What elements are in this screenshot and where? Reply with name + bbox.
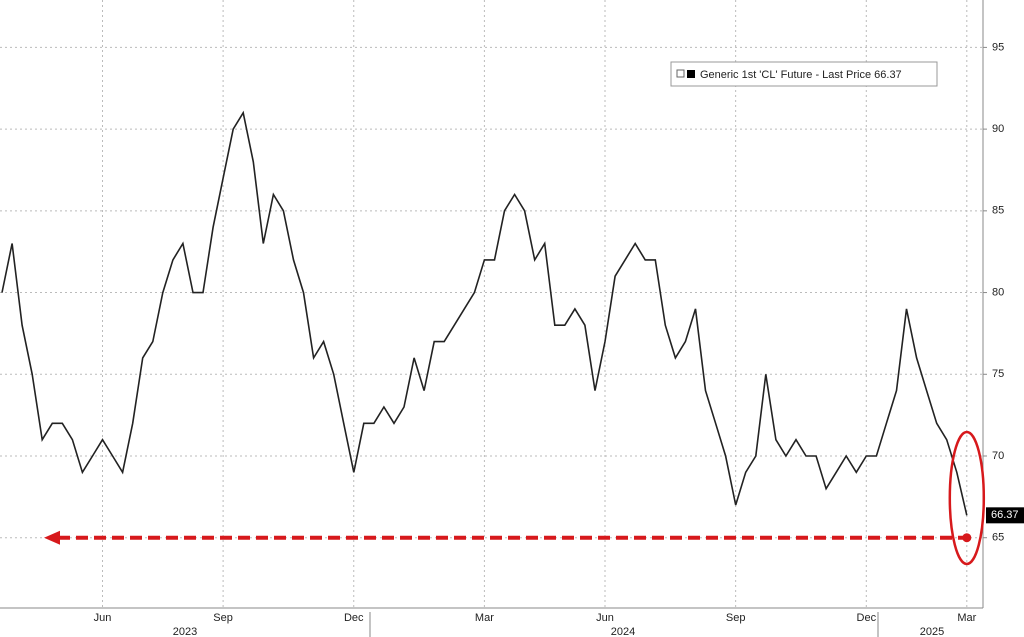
y-tick-label: 80 bbox=[992, 286, 1004, 298]
legend-toggle[interactable] bbox=[676, 69, 685, 78]
y-tick-label: 95 bbox=[992, 41, 1004, 53]
x-tick-label: Dec bbox=[344, 612, 364, 624]
year-label: 2023 bbox=[173, 626, 197, 637]
x-tick-label: Mar bbox=[957, 612, 976, 624]
x-tick-label: Sep bbox=[213, 612, 233, 624]
x-tick-label: Jun bbox=[94, 612, 112, 624]
y-tick-label: 85 bbox=[992, 205, 1004, 217]
x-tick-label: Mar bbox=[475, 612, 494, 624]
reference-arrowhead bbox=[44, 530, 60, 545]
x-tick-label: Jun bbox=[596, 612, 614, 624]
price-line bbox=[1, 110, 968, 516]
last-price-box bbox=[986, 507, 1024, 524]
y-tick-label: 70 bbox=[992, 450, 1004, 462]
highlight-ellipse bbox=[948, 430, 986, 566]
y-tick-label: 65 bbox=[992, 532, 1004, 544]
year-label: 2024 bbox=[611, 626, 635, 637]
reference-dot bbox=[962, 533, 972, 543]
last-price-label: 66.37 bbox=[991, 509, 1019, 521]
y-tick-label: 75 bbox=[992, 368, 1004, 380]
legend-swatch bbox=[687, 70, 695, 78]
x-tick-label: Sep bbox=[726, 612, 746, 624]
x-tick-label: Dec bbox=[857, 612, 877, 624]
y-tick-label: 90 bbox=[992, 123, 1004, 135]
plot-area bbox=[0, 0, 983, 608]
year-label: 2025 bbox=[920, 626, 944, 637]
legend: Generic 1st 'CL' Future - Last Price 66.… bbox=[670, 61, 938, 87]
legend-label: Generic 1st 'CL' Future - Last Price 66.… bbox=[700, 69, 902, 81]
legend-box bbox=[670, 61, 938, 87]
